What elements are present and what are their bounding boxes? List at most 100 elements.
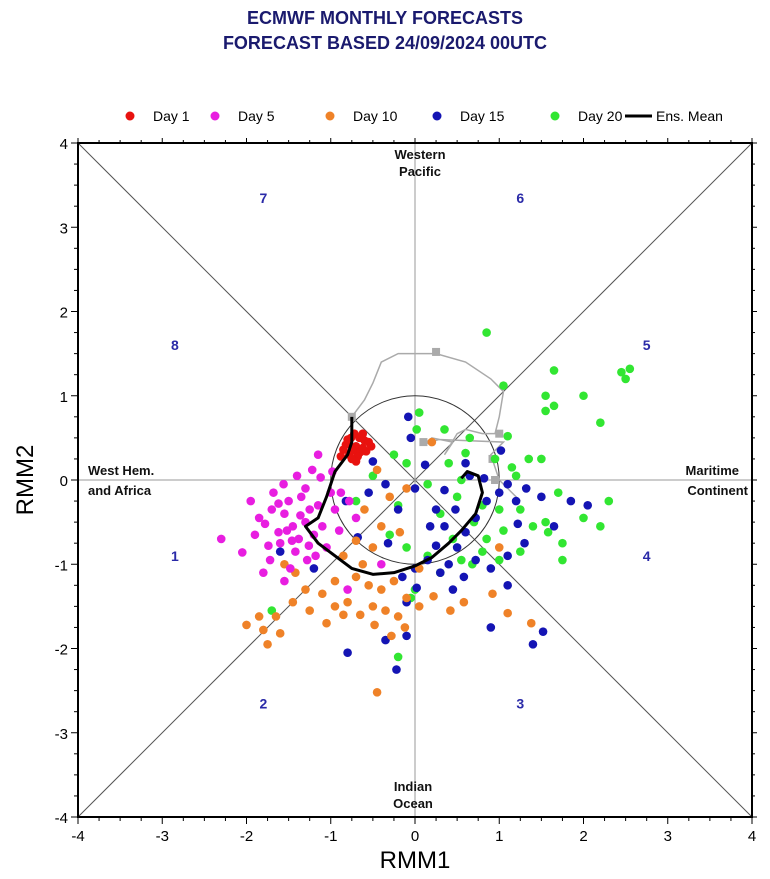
point-day15 <box>479 474 489 483</box>
point-day15 <box>431 505 441 514</box>
region-label-bottom: Indian <box>394 779 432 794</box>
point-day5 <box>305 505 314 514</box>
point-day10 <box>427 437 437 447</box>
point-day10 <box>259 625 268 635</box>
point-day15 <box>381 479 390 489</box>
point-day10 <box>271 612 281 621</box>
point-day15 <box>435 568 445 577</box>
analysis-marker <box>491 476 500 484</box>
x-tick-label: -3 <box>156 828 169 845</box>
point-day5 <box>250 530 260 540</box>
point-day10 <box>351 536 361 545</box>
point-day15 <box>403 412 413 422</box>
point-day15 <box>440 485 449 495</box>
point-day20 <box>621 374 630 384</box>
point-day10 <box>322 618 331 628</box>
point-day5 <box>296 511 305 520</box>
point-day15 <box>503 551 512 561</box>
point-day15 <box>511 496 521 506</box>
point-day10 <box>301 585 310 594</box>
point-day20 <box>604 496 614 506</box>
point-day20 <box>494 555 504 565</box>
x-tick-label: -4 <box>71 828 84 845</box>
point-day20 <box>507 463 517 472</box>
point-day20 <box>482 328 491 337</box>
point-day10 <box>402 484 411 493</box>
point-day20 <box>549 366 559 375</box>
point-day20 <box>537 454 546 464</box>
point-day10 <box>318 589 327 599</box>
legend-marker-day15 <box>432 111 442 121</box>
region-label-right: Maritime <box>686 463 739 478</box>
point-day10 <box>503 608 512 618</box>
point-day15 <box>392 665 401 674</box>
phase-label-5: 5 <box>643 337 651 353</box>
point-day5 <box>267 505 277 514</box>
point-day15 <box>486 623 496 632</box>
point-day15 <box>496 446 506 455</box>
point-day20 <box>494 505 504 514</box>
point-day20 <box>482 534 491 544</box>
point-day20 <box>478 547 487 556</box>
analysis-marker <box>495 429 504 438</box>
point-day5 <box>275 538 285 548</box>
point-day20 <box>579 391 588 401</box>
point-day15 <box>521 484 531 493</box>
point-day20 <box>579 513 588 523</box>
point-day10 <box>339 551 348 561</box>
phase-label-7: 7 <box>259 190 267 206</box>
point-day15 <box>398 572 407 582</box>
y-tick-label: 2 <box>60 305 68 322</box>
point-day15 <box>402 631 411 641</box>
point-day10 <box>494 543 504 552</box>
point-day20 <box>412 425 421 434</box>
point-day10 <box>275 629 285 638</box>
point-day15 <box>486 564 496 573</box>
point-day15 <box>459 572 469 582</box>
point-day5 <box>287 536 297 545</box>
point-day20 <box>549 401 559 411</box>
point-day15 <box>503 581 512 590</box>
region-labels: Western Pacific Indian Ocean West Hem. and Af… <box>88 147 749 811</box>
x-tick-label: 3 <box>664 828 672 845</box>
legend-marker-day5 <box>210 111 220 121</box>
point-day5 <box>286 564 295 573</box>
point-day10 <box>395 527 405 537</box>
point-day10 <box>400 623 410 632</box>
point-day10 <box>370 620 379 630</box>
point-day10 <box>364 581 373 590</box>
point-day15 <box>343 648 352 658</box>
point-day5 <box>296 492 306 502</box>
point-day5 <box>260 519 270 529</box>
point-day15 <box>494 488 504 497</box>
y-tick-label: 0 <box>60 473 68 490</box>
point-day15 <box>425 522 435 531</box>
point-day5 <box>316 473 325 482</box>
plot-area <box>77 142 753 818</box>
legend-item-day15: Day 15 <box>432 108 505 124</box>
x-tick-label: -2 <box>240 828 253 845</box>
point-day5 <box>313 450 323 460</box>
ens-mean-line <box>303 416 484 576</box>
point-day15 <box>471 555 480 565</box>
point-day20 <box>558 538 567 548</box>
point-day10 <box>343 597 352 607</box>
point-day20 <box>516 505 525 514</box>
point-day15 <box>451 505 460 514</box>
point-day5 <box>274 527 283 537</box>
legend-label: Day 20 <box>578 108 623 124</box>
legend-item-day10: Day 10 <box>325 108 398 124</box>
legend-item-day1: Day 1 <box>125 108 190 124</box>
y-tick-label: 1 <box>60 389 68 406</box>
point-day10 <box>358 559 368 569</box>
point-day10 <box>351 572 361 582</box>
point-day10 <box>242 620 251 630</box>
point-day5 <box>311 551 320 561</box>
legend-marker-day1 <box>125 111 135 121</box>
legend-label: Day 5 <box>238 108 275 124</box>
point-day5 <box>259 568 268 577</box>
point-day10 <box>389 576 399 586</box>
point-day5 <box>280 509 289 518</box>
point-day10 <box>372 465 382 475</box>
point-day15 <box>309 564 319 573</box>
